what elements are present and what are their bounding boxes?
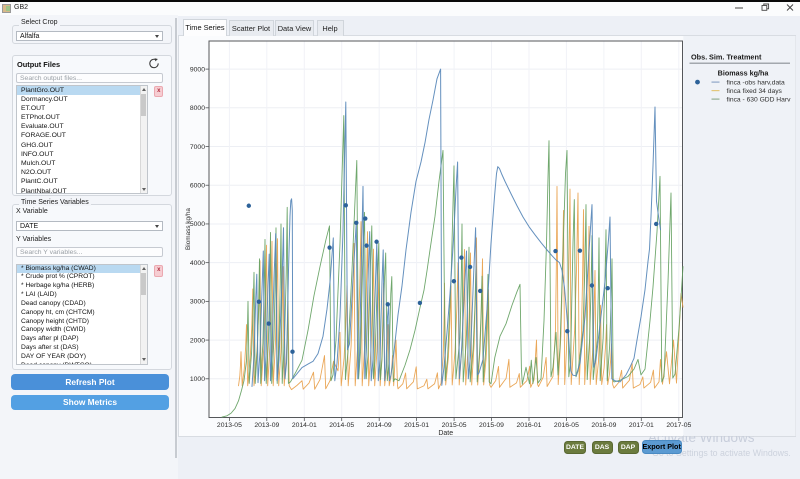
- svg-text:8000: 8000: [190, 105, 205, 112]
- svg-text:Biomass kg/ha: Biomass kg/ha: [185, 208, 192, 250]
- svg-text:Date: Date: [438, 430, 453, 437]
- svg-text:2015-01: 2015-01: [404, 422, 429, 429]
- svg-text:finca -obs harv,data: finca -obs harv,data: [727, 79, 786, 86]
- svg-text:2013-09: 2013-09: [254, 422, 279, 429]
- svg-text:2016-09: 2016-09: [591, 422, 616, 429]
- svg-text:2000: 2000: [190, 337, 205, 344]
- svg-text:2015-05: 2015-05: [442, 422, 467, 429]
- svg-text:4000: 4000: [190, 260, 205, 267]
- svg-text:6000: 6000: [190, 183, 205, 190]
- svg-text:Sim.: Sim.: [709, 53, 724, 62]
- svg-text:Treatment: Treatment: [727, 53, 762, 62]
- svg-text:finca - 630 GDD Harv: finca - 630 GDD Harv: [727, 96, 792, 103]
- svg-text:2013-05: 2013-05: [217, 422, 242, 429]
- svg-text:2015-09: 2015-09: [479, 422, 504, 429]
- svg-text:2016-05: 2016-05: [554, 422, 579, 429]
- svg-text:2014-05: 2014-05: [329, 422, 354, 429]
- svg-text:2017-05: 2017-05: [666, 422, 691, 429]
- svg-text:2014-09: 2014-09: [367, 422, 392, 429]
- svg-text:7000: 7000: [190, 144, 205, 151]
- svg-text:Obs.: Obs.: [691, 53, 707, 62]
- svg-text:finca fixed 34 days: finca fixed 34 days: [727, 88, 783, 95]
- svg-text:2017-01: 2017-01: [629, 422, 654, 429]
- svg-text:1000: 1000: [190, 376, 205, 383]
- svg-text:5000: 5000: [190, 221, 205, 228]
- svg-text:9000: 9000: [190, 66, 205, 73]
- svg-text:Biomass kg/ha: Biomass kg/ha: [718, 69, 770, 78]
- svg-text:2016-01: 2016-01: [517, 422, 542, 429]
- svg-text:3000: 3000: [190, 299, 205, 306]
- svg-text:2014-01: 2014-01: [292, 422, 317, 429]
